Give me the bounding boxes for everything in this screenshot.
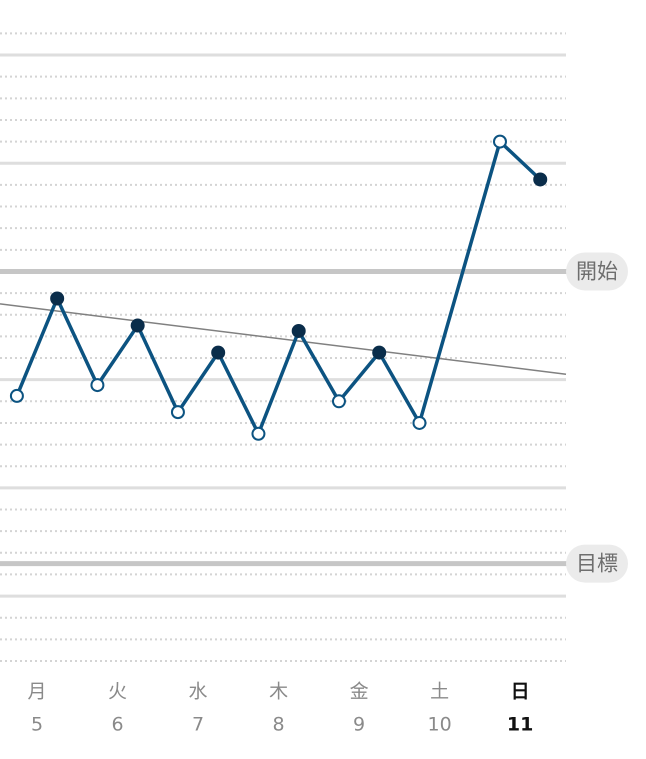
x-tick-label: 9 — [353, 714, 365, 736]
open-point — [90, 378, 105, 393]
reference-label: 開始 — [576, 259, 618, 283]
filled-point — [50, 291, 65, 306]
open-point — [492, 134, 507, 149]
x-tick-label: 11 — [507, 714, 533, 736]
x-tick-label: 10 — [428, 714, 452, 736]
x-tick-label: 8 — [273, 714, 285, 736]
reference-label-bg — [566, 544, 628, 583]
open-point — [412, 415, 427, 430]
open-point — [331, 394, 346, 409]
reference-label-bg — [566, 252, 628, 291]
x-weekday-label: 日 — [511, 681, 530, 703]
trend-line — [0, 303, 567, 375]
filled-point — [291, 323, 306, 338]
x-tick-label: 6 — [112, 714, 124, 736]
x-weekday-label: 火 — [108, 681, 127, 703]
x-weekday-label: 金 — [350, 681, 369, 703]
open-point — [170, 405, 185, 420]
open-point — [9, 388, 24, 403]
x-tick-label: 5 — [31, 714, 43, 736]
reference-label: 目標 — [576, 552, 618, 576]
x-weekday-label: 水 — [189, 681, 208, 703]
filled-point — [211, 345, 226, 360]
open-point — [251, 426, 266, 441]
filled-point — [130, 318, 145, 333]
x-weekday-label: 木 — [269, 681, 288, 703]
x-weekday-label: 月 — [28, 681, 47, 703]
x-tick-label: 7 — [192, 714, 204, 736]
filled-point — [372, 345, 387, 360]
filled-point — [533, 172, 548, 187]
x-weekday-label: 土 — [430, 681, 449, 703]
